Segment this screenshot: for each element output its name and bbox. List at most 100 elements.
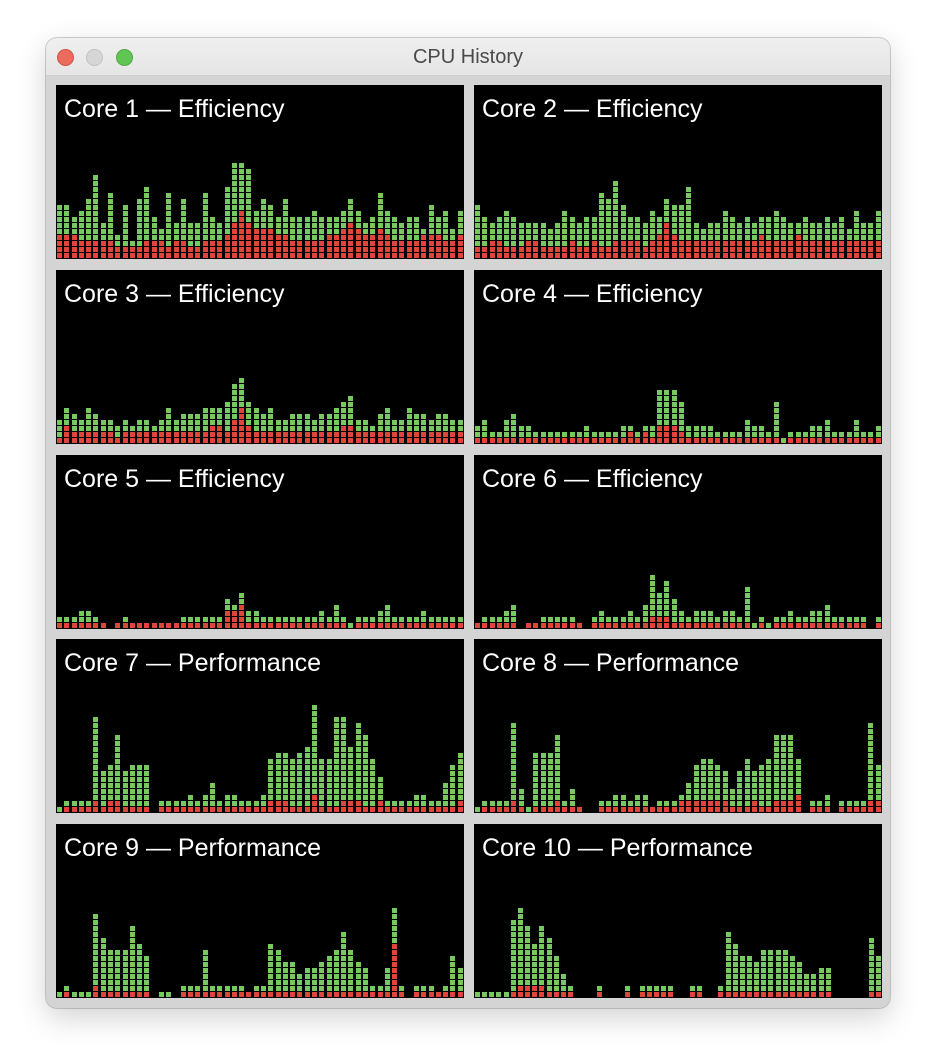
user-load-cell (407, 420, 412, 425)
user-load-cell (356, 217, 361, 222)
user-load-cell (555, 789, 560, 794)
user-load-cell (715, 783, 720, 788)
system-load-cell (159, 807, 164, 812)
user-load-cell (788, 741, 793, 746)
system-load-cell (657, 247, 662, 252)
user-load-cell (679, 402, 684, 407)
user-load-cell (356, 420, 361, 425)
user-load-cell (657, 402, 662, 407)
user-load-cell (246, 169, 251, 174)
system-load-cell (414, 992, 419, 997)
system-load-cell (64, 253, 69, 258)
user-load-cell (378, 789, 383, 794)
user-load-cell (774, 795, 779, 800)
user-load-cell (341, 217, 346, 222)
user-load-cell (708, 771, 713, 776)
user-load-cell (548, 777, 553, 782)
user-load-cell (268, 211, 273, 216)
user-load-cell (635, 801, 640, 806)
user-load-cell (115, 241, 120, 246)
user-load-cell (511, 783, 516, 788)
user-load-cell (450, 801, 455, 806)
user-load-cell (290, 771, 295, 776)
system-load-cell (246, 438, 251, 443)
system-load-cell (356, 247, 361, 252)
system-load-cell (239, 992, 244, 997)
user-load-cell (392, 920, 397, 925)
user-load-cell (541, 235, 546, 240)
user-load-cell (334, 980, 339, 985)
user-load-cell (101, 223, 106, 228)
user-load-cell (810, 617, 815, 622)
user-load-cell (854, 426, 859, 431)
user-load-cell (826, 968, 831, 973)
user-load-cell (570, 789, 575, 794)
system-load-cell (392, 962, 397, 967)
user-load-cell (686, 217, 691, 222)
user-load-cell (137, 420, 142, 425)
user-load-cell (511, 741, 516, 746)
system-load-cell (225, 247, 230, 252)
user-load-cell (385, 223, 390, 228)
system-load-cell (174, 253, 179, 258)
user-load-cell (701, 611, 706, 616)
user-load-cell (130, 783, 135, 788)
user-load-cell (86, 408, 91, 413)
zoom-button[interactable] (116, 49, 133, 66)
system-load-cell (268, 992, 273, 997)
user-load-cell (144, 777, 149, 782)
system-load-cell (650, 253, 655, 258)
system-load-cell (246, 223, 251, 228)
user-load-cell (825, 611, 830, 616)
user-load-cell (268, 759, 273, 764)
system-load-cell (217, 247, 222, 252)
user-load-cell (217, 420, 222, 425)
user-load-cell (290, 974, 295, 979)
user-load-cell (754, 974, 759, 979)
user-load-cell (525, 932, 530, 937)
system-load-cell (723, 623, 728, 628)
system-load-cell (774, 438, 779, 443)
user-load-cell (643, 229, 648, 234)
user-load-cell (790, 962, 795, 967)
user-load-cell (541, 229, 546, 234)
user-load-cell (203, 974, 208, 979)
user-load-cell (562, 801, 567, 806)
close-button[interactable] (57, 49, 74, 66)
user-load-cell (57, 217, 62, 222)
minimize-button[interactable] (86, 49, 103, 66)
user-load-cell (817, 611, 822, 616)
user-load-cell (297, 986, 302, 991)
user-load-cell (876, 771, 881, 776)
user-load-cell (788, 783, 793, 788)
user-load-cell (414, 617, 419, 622)
system-load-cell (562, 247, 567, 252)
title-bar[interactable]: CPU History (46, 38, 890, 76)
user-load-cell (554, 962, 559, 967)
user-load-cell (511, 729, 516, 734)
user-load-cell (239, 205, 244, 210)
user-load-cell (726, 974, 731, 979)
system-load-cell (341, 992, 346, 997)
system-load-cell (570, 241, 575, 246)
user-load-cell (737, 771, 742, 776)
user-load-cell (144, 229, 149, 234)
user-load-cell (312, 420, 317, 425)
user-load-cell (225, 211, 230, 216)
user-load-cell (511, 759, 516, 764)
system-load-cell (458, 992, 463, 997)
user-load-cell (628, 223, 633, 228)
user-load-cell (283, 765, 288, 770)
user-load-cell (745, 593, 750, 598)
user-load-cell (497, 217, 502, 222)
user-load-cell (86, 420, 91, 425)
user-load-cell (490, 801, 495, 806)
system-load-cell (72, 432, 77, 437)
user-load-cell (385, 420, 390, 425)
user-load-cell (592, 432, 597, 437)
user-load-cell (356, 753, 361, 758)
user-load-cell (312, 426, 317, 431)
user-load-cell (297, 223, 302, 228)
user-load-cell (606, 801, 611, 806)
user-load-cell (759, 223, 764, 228)
